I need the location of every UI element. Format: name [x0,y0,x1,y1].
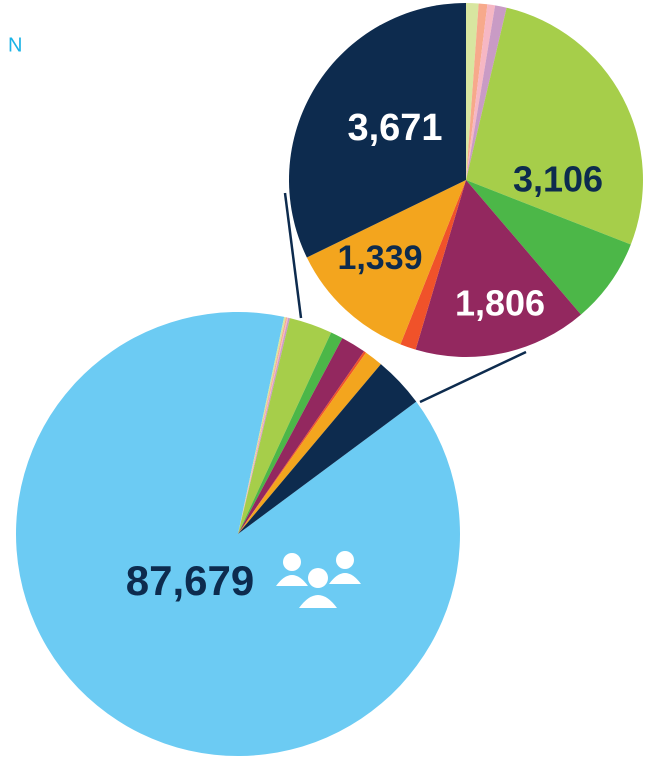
labels: 87,679 3,106 1,806 1,339 3,671 [126,107,603,604]
slice [400,180,466,350]
slice [466,3,488,181]
value-label: 87,679 [126,557,254,604]
connector [419,350,527,404]
slice [466,3,479,180]
slice [289,3,466,258]
slice [306,180,466,345]
slice [238,317,288,534]
slice [238,318,332,534]
slice [238,316,286,534]
zoom-pie [289,3,644,357]
slice [466,4,496,180]
connector [283,192,303,319]
slice [238,338,365,534]
value-label: 3,671 [347,107,442,149]
slice [238,317,290,534]
slice [466,5,507,181]
slice [466,180,631,315]
slice [238,364,417,534]
slice [238,351,366,534]
slice [238,352,381,534]
value-label: 1,339 [337,239,422,277]
main-pie [16,311,461,756]
slice [238,332,343,534]
people-icon [276,551,361,608]
value-label: 1,806 [455,283,545,324]
value-label: 3,106 [513,159,603,200]
slice [415,180,581,357]
slice [466,7,644,245]
slice [16,311,461,756]
chart-title: N [8,34,22,56]
slice [238,317,289,534]
